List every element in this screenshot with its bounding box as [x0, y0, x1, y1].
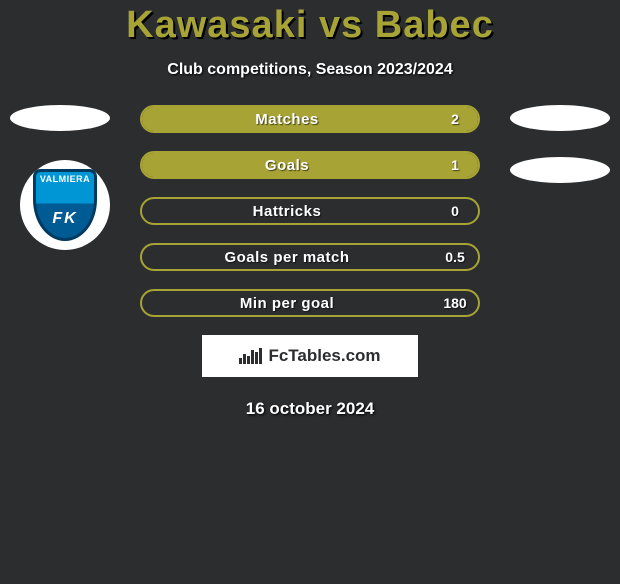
club-badge: VALMIERA FK — [20, 160, 110, 250]
stat-bar-value: 180 — [432, 295, 478, 311]
stat-bar: Hattricks0 — [140, 197, 480, 225]
club-name-top: VALMIERA — [40, 174, 90, 184]
player-avatar-right-2 — [510, 157, 610, 183]
stat-bar-value: 0 — [432, 203, 478, 219]
player-avatar-left — [10, 105, 110, 131]
stats-bars: Matches2Goals1Hattricks0Goals per match0… — [140, 105, 480, 317]
stat-bar-label: Goals — [142, 157, 432, 174]
stat-bar-value: 1 — [432, 157, 478, 173]
chart-icon — [239, 348, 262, 364]
stat-bar: Goals per match0.5 — [140, 243, 480, 271]
stat-bar-label: Goals per match — [142, 249, 432, 266]
stat-bar: Min per goal180 — [140, 289, 480, 317]
date-label: 16 october 2024 — [0, 399, 620, 419]
page-title: Kawasaki vs Babec — [0, 4, 620, 47]
stat-bar-value: 2 — [432, 111, 478, 127]
stat-bar-value: 0.5 — [432, 249, 478, 265]
club-name-bottom: FK — [52, 210, 77, 228]
club-shield: VALMIERA FK — [33, 169, 97, 241]
brand-text: FcTables.com — [268, 346, 380, 366]
player-avatar-right-1 — [510, 105, 610, 131]
subtitle: Club competitions, Season 2023/2024 — [0, 61, 620, 79]
content-area: VALMIERA FK Matches2 Goals1 Hattricks0 Goal… — [0, 105, 620, 419]
stat-bar: Goals1 — [140, 151, 480, 179]
stat-bar-label: Matches — [142, 111, 432, 128]
brand-box[interactable]: FcTables.com — [202, 335, 418, 377]
stat-bar-label: Hattricks — [142, 203, 432, 220]
stat-bar: Matches2 — [140, 105, 480, 133]
stat-bar-label: Min per goal — [142, 295, 432, 312]
